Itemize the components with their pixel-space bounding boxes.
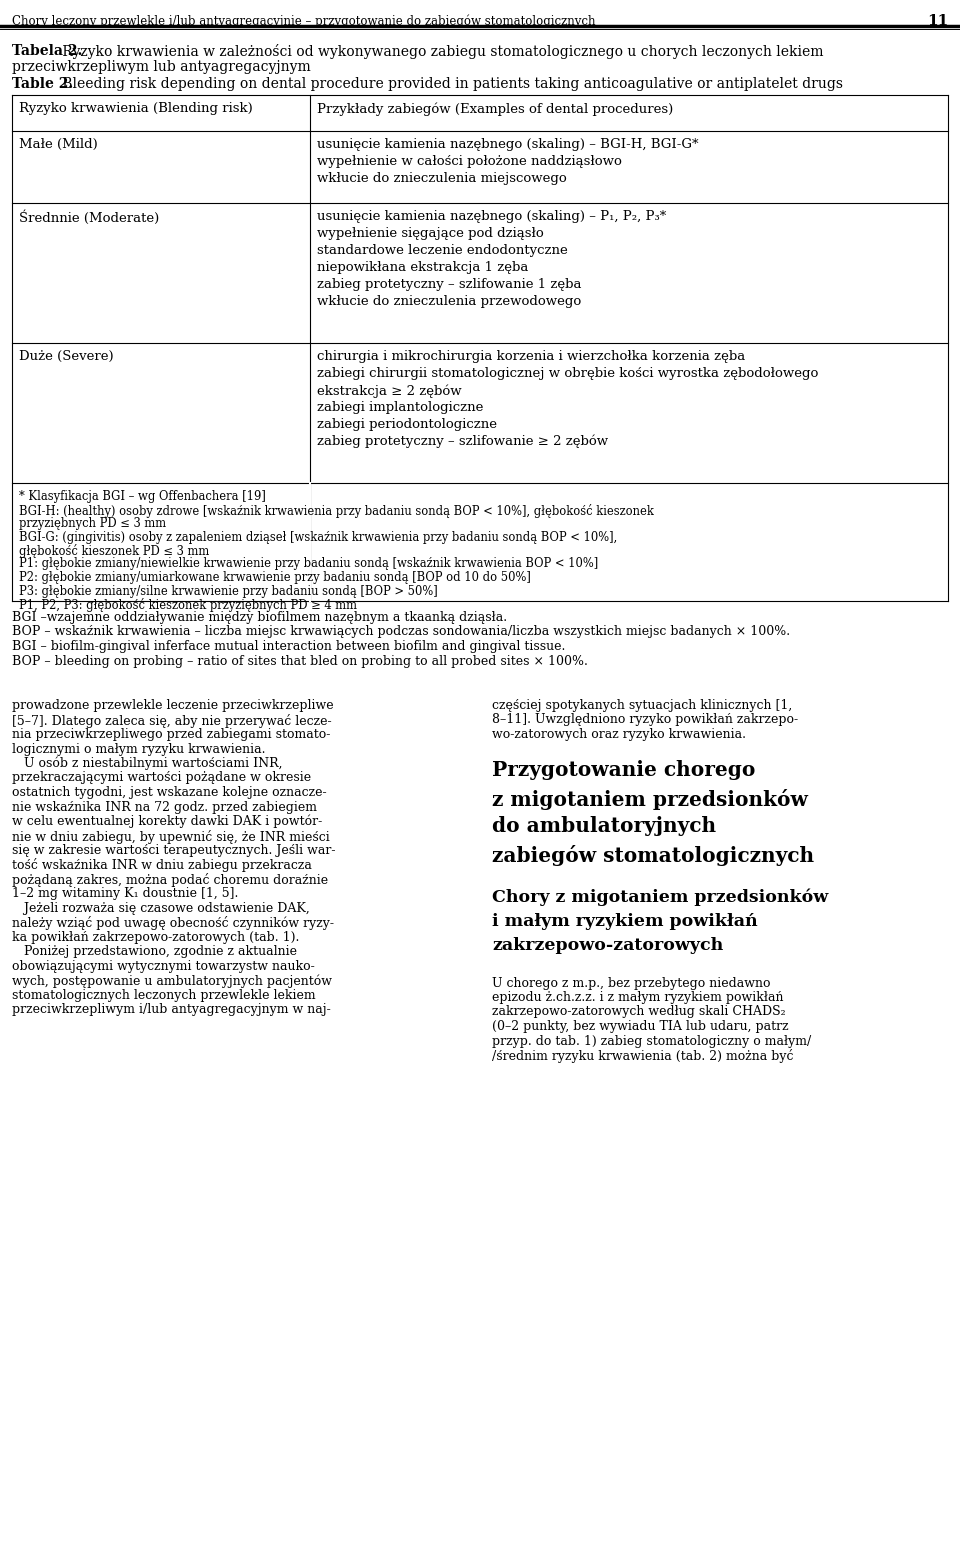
Text: Chory z migotaniem przedsionków: Chory z migotaniem przedsionków	[492, 889, 828, 906]
Text: przyp. do tab. 1) zabieg stomatologiczny o małym/: przyp. do tab. 1) zabieg stomatologiczny…	[492, 1034, 811, 1047]
Text: ka powikłań zakrzepowo-zatorowych (tab. 1).: ka powikłań zakrzepowo-zatorowych (tab. …	[12, 931, 300, 944]
Text: prowadzone przewlekle leczenie przeciwkrzepliwe: prowadzone przewlekle leczenie przeciwkr…	[12, 700, 334, 712]
Text: tość wskaźnika INR w dniu zabiegu przekracza: tość wskaźnika INR w dniu zabiegu przekr…	[12, 859, 312, 873]
Text: Przykłady zabiegów (Examples of dental procedures): Przykłady zabiegów (Examples of dental p…	[317, 102, 673, 116]
Text: 1–2 mg witaminy K₁ doustnie [1, 5].: 1–2 mg witaminy K₁ doustnie [1, 5].	[12, 887, 238, 900]
Text: BGI –wzajemne oddziaływanie między biofilmem nazębnym a tkaanką dziąsła.: BGI –wzajemne oddziaływanie między biofi…	[12, 610, 507, 624]
Text: U osób z niestabilnymi wartościami INR,: U osób z niestabilnymi wartościami INR,	[12, 757, 282, 770]
Text: 8–11]. Uwzględniono ryzyko powikłań zakrzepo-: 8–11]. Uwzględniono ryzyko powikłań zakr…	[492, 714, 798, 726]
Text: się w zakresie wartości terapeutycznych. Jeśli war-: się w zakresie wartości terapeutycznych.…	[12, 844, 335, 858]
Text: Średnnie (Moderate): Średnnie (Moderate)	[19, 210, 159, 224]
Text: chirurgia i mikrochirurgia korzenia i wierzchołka korzenia zęba: chirurgia i mikrochirurgia korzenia i wi…	[317, 351, 745, 363]
Text: Jeżeli rozważa się czasowe odstawienie DAK,: Jeżeli rozważa się czasowe odstawienie D…	[12, 901, 310, 916]
Text: BGI-H: (healthy) osoby zdrowe [wskaźnik krwawienia przy badaniu sondą BOP < 10%]: BGI-H: (healthy) osoby zdrowe [wskaźnik …	[19, 504, 654, 518]
Text: stomatologicznych leczonych przewlekle lekiem: stomatologicznych leczonych przewlekle l…	[12, 989, 316, 1002]
Text: wkłucie do znieczulenia miejscowego: wkłucie do znieczulenia miejscowego	[317, 172, 566, 185]
Text: Poniżej przedstawiono, zgodnie z aktualnie: Poniżej przedstawiono, zgodnie z aktualn…	[12, 945, 297, 958]
Text: do ambulatoryjnych: do ambulatoryjnych	[492, 817, 716, 837]
Text: wych, postępowanie u ambulatoryjnych pacjentów: wych, postępowanie u ambulatoryjnych pac…	[12, 975, 332, 988]
Text: przeciwkrzepliwym i/lub antyagregacyjnym w naj-: przeciwkrzepliwym i/lub antyagregacyjnym…	[12, 1003, 331, 1017]
Text: i małym ryzykiem powikłań: i małym ryzykiem powikłań	[492, 912, 757, 930]
Text: Ryzyko krwawienia w zależności od wykonywanego zabiegu stomatologicznego u chory: Ryzyko krwawienia w zależności od wykony…	[58, 44, 824, 59]
Text: 11: 11	[926, 14, 948, 28]
Text: wypełnienie w całości położone naddziąsłowo: wypełnienie w całości położone naddziąsł…	[317, 155, 622, 167]
Text: [5–7]. Dlatego zaleca się, aby nie przerywać lecze-: [5–7]. Dlatego zaleca się, aby nie przer…	[12, 714, 331, 728]
Text: częściej spotykanych sytuacjach klinicznych [1,: częściej spotykanych sytuacjach kliniczn…	[492, 700, 792, 712]
Text: * Klasyfikacja BGI – wg Offenbachera [19]: * Klasyfikacja BGI – wg Offenbachera [19…	[19, 490, 266, 502]
Text: Duże (Severe): Duże (Severe)	[19, 351, 113, 363]
Text: usunięcie kamienia nazębnego (skaling) – BGI-H, BGI-G*: usunięcie kamienia nazębnego (skaling) –…	[317, 138, 699, 150]
Text: /średnim ryzyku krwawienia (tab. 2) można być: /średnim ryzyku krwawienia (tab. 2) możn…	[492, 1049, 794, 1063]
Text: Bleeding risk depending on dental procedure provided in patients taking anticoag: Bleeding risk depending on dental proced…	[58, 77, 843, 91]
Text: BOP – wskaźnik krwawienia – liczba miejsc krwawiących podczas sondowania/liczba : BOP – wskaźnik krwawienia – liczba miejs…	[12, 626, 790, 639]
Text: P1: głębokie zmiany/niewielkie krwawienie przy badaniu sondą [wskaźnik krwawieni: P1: głębokie zmiany/niewielkie krwawieni…	[19, 557, 598, 571]
Text: zabieg protetyczny – szlifowanie ≥ 2 zębów: zabieg protetyczny – szlifowanie ≥ 2 zęb…	[317, 435, 608, 449]
Text: niepowikłana ekstrakcja 1 zęba: niepowikłana ekstrakcja 1 zęba	[317, 261, 528, 274]
Text: należy wziąć pod uwagę obecność czynników ryzy-: należy wziąć pod uwagę obecność czynnikó…	[12, 917, 334, 931]
Text: Ryzyko krwawienia (Blending risk): Ryzyko krwawienia (Blending risk)	[19, 102, 252, 114]
Text: przeciwkrzepliwym lub antyagregacyjnym: przeciwkrzepliwym lub antyagregacyjnym	[12, 59, 311, 74]
Text: U chorego z m.p., bez przebytego niedawno: U chorego z m.p., bez przebytego niedawn…	[492, 977, 771, 989]
Text: zabiegi chirurgii stomatologicznej w obrębie kości wyrostka zębodołowego: zabiegi chirurgii stomatologicznej w obr…	[317, 368, 818, 380]
Text: BGI-G: (gingivitis) osoby z zapaleniem dziąseł [wskaźnik krwawienia przy badaniu: BGI-G: (gingivitis) osoby z zapaleniem d…	[19, 531, 617, 543]
Text: nie w dniu zabiegu, by upewnić się, że INR mieści: nie w dniu zabiegu, by upewnić się, że I…	[12, 829, 329, 844]
Text: Chory leczony przewlekle i/lub antyagregacyjnie – przygotowanie do zabiegów stom: Chory leczony przewlekle i/lub antyagreg…	[12, 14, 595, 28]
Text: P2: głębokie zmiany/umiarkowane krwawienie przy badaniu sondą [BOP od 10 do 50%]: P2: głębokie zmiany/umiarkowane krwawien…	[19, 571, 531, 584]
Text: zakrzepowo-zatorowych według skali CHADS₂: zakrzepowo-zatorowych według skali CHADS…	[492, 1005, 785, 1019]
Text: epizodu ż.ch.z.z. i z małym ryzykiem powikłań: epizodu ż.ch.z.z. i z małym ryzykiem pow…	[492, 991, 783, 1005]
Text: przekraczającymi wartości pożądane w okresie: przekraczającymi wartości pożądane w okr…	[12, 772, 311, 784]
Text: zabiegów stomatologicznych: zabiegów stomatologicznych	[492, 845, 814, 865]
Text: logicznymi o małym ryzyku krwawienia.: logicznymi o małym ryzyku krwawienia.	[12, 742, 266, 756]
Text: usunięcie kamienia nazębnego (skaling) – P₁, P₂, P₃*: usunięcie kamienia nazębnego (skaling) –…	[317, 210, 666, 222]
Text: nie wskaźnika INR na 72 godz. przed zabiegiem: nie wskaźnika INR na 72 godz. przed zabi…	[12, 801, 317, 814]
Text: zabieg protetyczny – szlifowanie 1 zęba: zabieg protetyczny – szlifowanie 1 zęba	[317, 279, 582, 291]
Text: (0–2 punkty, bez wywiadu TIA lub udaru, patrz: (0–2 punkty, bez wywiadu TIA lub udaru, …	[492, 1020, 788, 1033]
Text: zabiegi implantologiczne: zabiegi implantologiczne	[317, 401, 484, 415]
Text: P1, P2, P3: głębokość kieszonek przyziębnych PD ≥ 4 mm: P1, P2, P3: głębokość kieszonek przyzięb…	[19, 598, 357, 612]
Text: Przygotowanie chorego: Przygotowanie chorego	[492, 761, 756, 781]
Text: wo-zatorowych oraz ryzyko krwawienia.: wo-zatorowych oraz ryzyko krwawienia.	[492, 728, 746, 740]
Text: zabiegi periodontologiczne: zabiegi periodontologiczne	[317, 418, 497, 430]
Text: Małe (Mild): Małe (Mild)	[19, 138, 98, 150]
Text: Table 2.: Table 2.	[12, 77, 73, 91]
Text: w celu ewentualnej korekty dawki DAK i powtór-: w celu ewentualnej korekty dawki DAK i p…	[12, 815, 323, 828]
Text: wypełnienie sięgające pod dziąsło: wypełnienie sięgające pod dziąsło	[317, 227, 543, 239]
Text: głębokość kieszonek PD ≤ 3 mm: głębokość kieszonek PD ≤ 3 mm	[19, 545, 209, 559]
Text: obowiązującymi wytycznymi towarzystw nauko-: obowiązującymi wytycznymi towarzystw nau…	[12, 959, 315, 973]
Text: ostatnich tygodni, jest wskazane kolejne oznacze-: ostatnich tygodni, jest wskazane kolejne…	[12, 786, 326, 800]
Text: BOP – bleeding on probing – ratio of sites that bled on probing to all probed si: BOP – bleeding on probing – ratio of sit…	[12, 654, 588, 668]
Text: pożądaną zakres, można podać choremu doraźnie: pożądaną zakres, można podać choremu dor…	[12, 873, 328, 887]
Text: standardowe leczenie endodontyczne: standardowe leczenie endodontyczne	[317, 244, 567, 257]
Text: nia przeciwkrzepliwego przed zabiegami stomato-: nia przeciwkrzepliwego przed zabiegami s…	[12, 728, 330, 740]
Text: ekstrakcja ≥ 2 zębów: ekstrakcja ≥ 2 zębów	[317, 383, 462, 398]
Text: z migotaniem przedsionków: z migotaniem przedsionków	[492, 789, 808, 809]
Text: Tabela 2.: Tabela 2.	[12, 44, 83, 58]
Text: P3: głębokie zmiany/silne krwawienie przy badaniu sondą [BOP > 50%]: P3: głębokie zmiany/silne krwawienie prz…	[19, 584, 438, 598]
Text: przyziębnych PD ≤ 3 mm: przyziębnych PD ≤ 3 mm	[19, 516, 166, 531]
Text: zakrzepowo-zatorowych: zakrzepowo-zatorowych	[492, 936, 723, 953]
Text: BGI – biofilm-gingival inferface mutual interaction between biofilm and gingival: BGI – biofilm-gingival inferface mutual …	[12, 640, 565, 653]
Text: wkłucie do znieczulenia przewodowego: wkłucie do znieczulenia przewodowego	[317, 294, 581, 308]
